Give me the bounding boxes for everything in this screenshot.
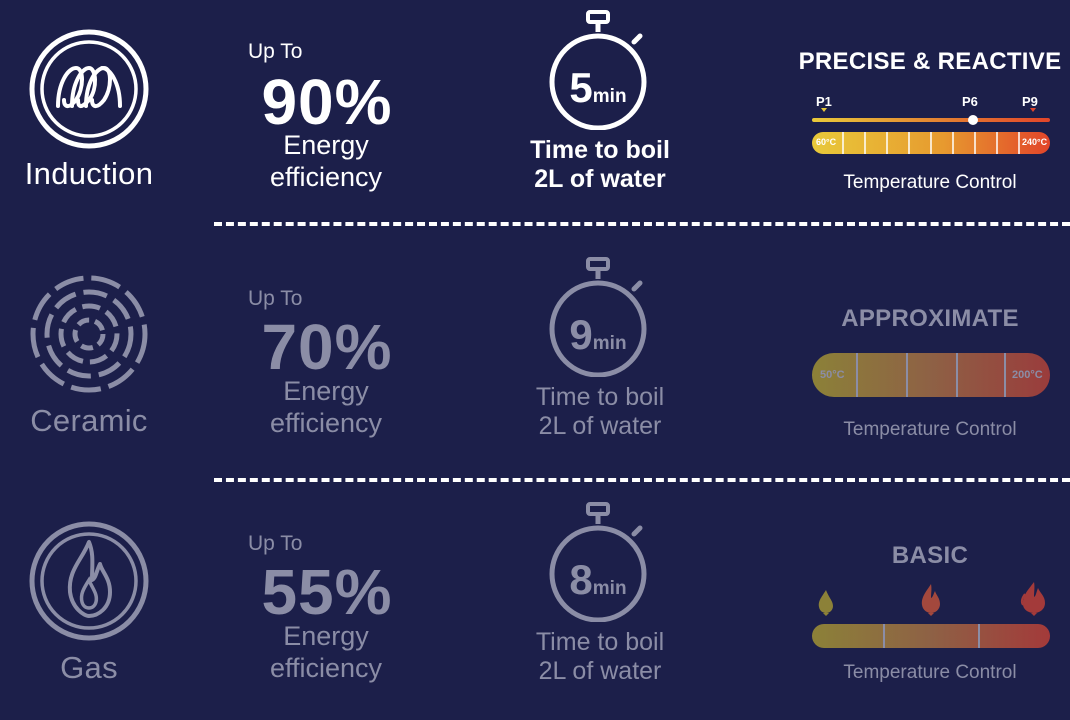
up-to-label: Up To (248, 532, 303, 555)
temp-min-label: 50°C (820, 369, 845, 381)
boil-unit: min (592, 578, 627, 599)
boil-line-1: Time to boil (530, 136, 670, 164)
stopwatch-icon: 8min (546, 502, 650, 623)
efficiency-line-2: efficiency (269, 162, 383, 192)
boil-line-2: 2L of water (538, 657, 662, 685)
control-title: BASIC (891, 542, 969, 569)
induction-coil-icon (28, 28, 150, 150)
boil-minutes: 9 (569, 311, 593, 358)
up-to-label: Up To (248, 40, 303, 63)
cooktop-type-label: Ceramic (30, 403, 148, 438)
marker-p1: P1 (816, 94, 832, 109)
control-subtitle: Temperature Control (843, 172, 1017, 193)
row-divider (214, 478, 1070, 482)
efficiency-percent: 90% (261, 66, 393, 138)
large-flame-icon (1018, 580, 1050, 623)
up-to-label: Up To (248, 287, 303, 310)
stopwatch-icon: 5min (546, 10, 650, 131)
row-gas: Gas Up To 55% Energy efficiency 8min Tim… (0, 490, 1070, 720)
boil-unit: min (592, 86, 627, 107)
efficiency-line-1: Energy (283, 130, 369, 160)
boil-line-2: 2L of water (538, 412, 662, 440)
approximate-temperature-bar (812, 353, 1050, 397)
row-induction: Induction Up To 90% Energy efficiency 5m… (0, 0, 1070, 230)
boil-line-2: 2L of water (534, 165, 666, 193)
boil-minutes: 8 (569, 556, 593, 603)
temp-min-label: 60°C (816, 137, 837, 147)
control-title: APPROXIMATE (841, 305, 1019, 332)
row-ceramic: Ceramic Up To 70% Energy efficiency 9min… (0, 245, 1070, 475)
boil-unit: min (592, 333, 627, 354)
efficiency-percent: 70% (261, 311, 393, 383)
stopwatch-icon: 9min (546, 257, 650, 378)
boil-line-1: Time to boil (535, 383, 665, 411)
cooktop-type-label: Gas (60, 650, 118, 685)
gas-flame-icon (28, 520, 150, 642)
marker-p9: P9 (1022, 94, 1038, 109)
medium-flame-icon (918, 582, 944, 623)
precise-temperature-bar (812, 108, 1050, 154)
temp-max-label: 240°C (1022, 137, 1048, 147)
efficiency-line-1: Energy (283, 376, 369, 406)
efficiency-line-2: efficiency (269, 408, 383, 438)
row-divider (214, 222, 1070, 226)
small-flame-icon (816, 588, 836, 623)
control-subtitle: Temperature Control (843, 662, 1017, 683)
temp-max-label: 200°C (1012, 369, 1043, 381)
boil-line-1: Time to boil (535, 628, 665, 656)
efficiency-line-1: Energy (283, 621, 369, 651)
ceramic-rings-icon (28, 273, 150, 395)
cooktop-type-label: Induction (24, 156, 154, 191)
marker-p6: P6 (962, 94, 978, 109)
control-title: PRECISE & REACTIVE (798, 48, 1062, 75)
efficiency-line-2: efficiency (269, 653, 383, 683)
control-subtitle: Temperature Control (843, 419, 1017, 440)
basic-temperature-bar (812, 624, 1050, 648)
efficiency-percent: 55% (261, 556, 393, 628)
boil-minutes: 5 (569, 64, 593, 111)
